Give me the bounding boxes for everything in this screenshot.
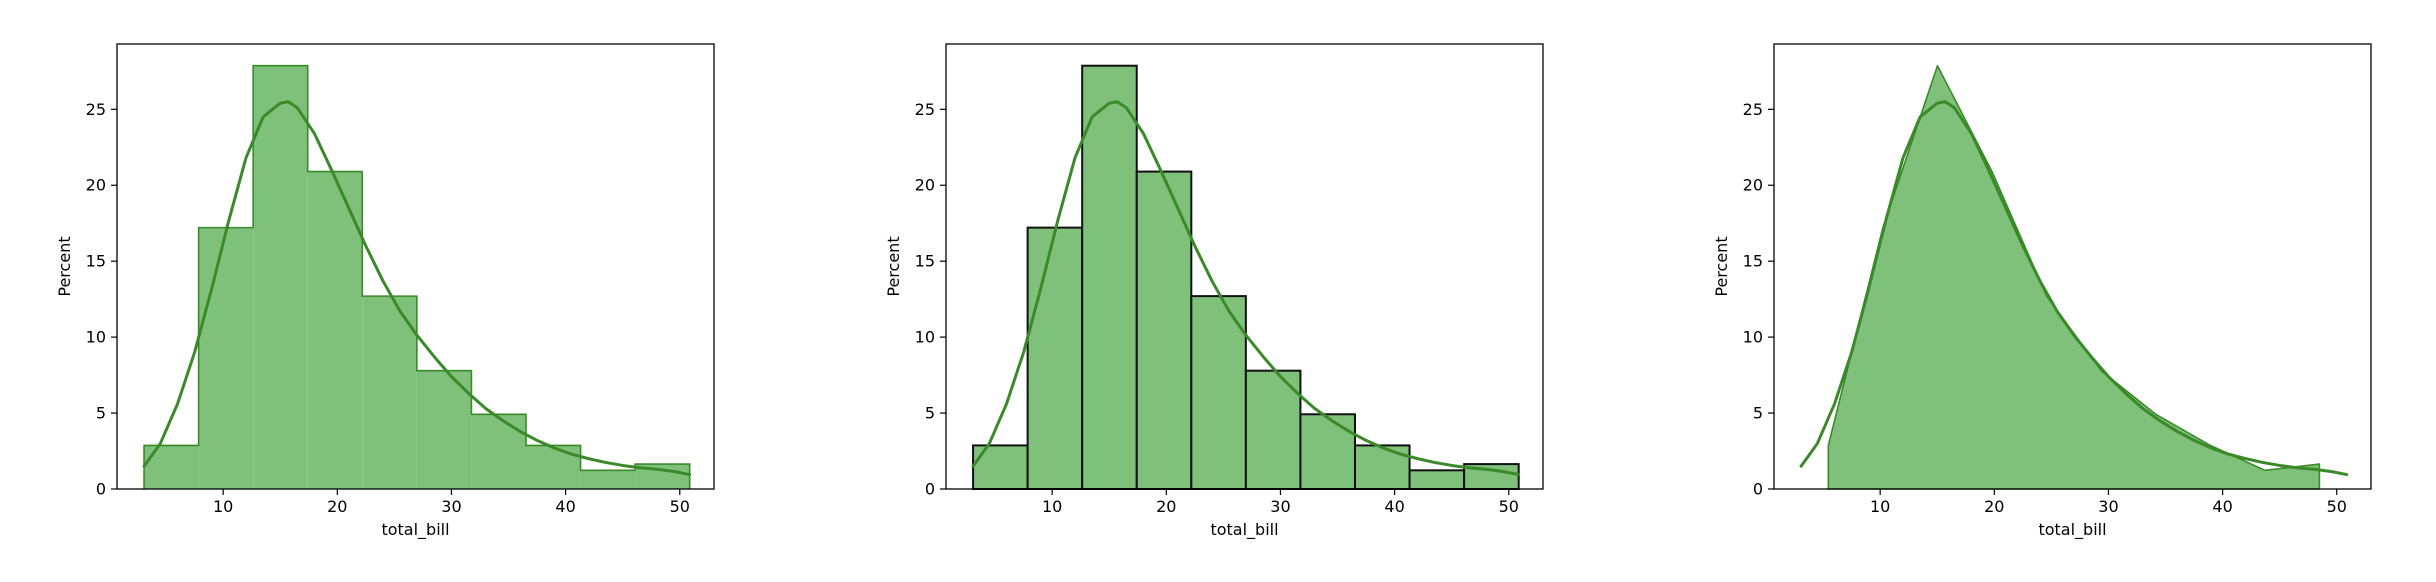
y-tick-label: 0 (925, 480, 935, 499)
y-tick-label: 25 (915, 100, 935, 119)
axes-frame (1773, 43, 2372, 490)
histogram-bar (307, 171, 363, 490)
y-tick-label: 15 (1743, 252, 1763, 271)
kde-line (1799, 100, 2349, 477)
chart-panel-2: 10 20 30 40 50 0 5 10 15 20 25 total_bill Percent (884, 43, 1544, 540)
y-tick-label: 15 (86, 252, 106, 271)
x-tick-label: 50 (1499, 497, 1519, 516)
y-tick-label: 20 (915, 176, 935, 195)
histogram-bar (1299, 413, 1356, 491)
y-tick-label: 20 (1743, 176, 1763, 195)
x-tick-label: 50 (670, 497, 690, 516)
histogram-bar (1244, 369, 1302, 490)
histogram-polygon (1827, 64, 2321, 490)
y-axis-label: Percent (55, 236, 74, 296)
y-tick-label: 15 (915, 252, 935, 271)
axes-frame (116, 43, 715, 490)
x-axis-label: total_bill (2038, 520, 2106, 540)
histogram-bar (1408, 469, 1466, 491)
x-axis-label: total_bill (1210, 520, 1278, 540)
axes-frame (945, 43, 1544, 490)
histogram-bar (471, 414, 526, 489)
x-tick-label: 40 (1384, 497, 1404, 516)
histogram-bar (1026, 226, 1084, 491)
x-tick-label: 30 (1270, 497, 1290, 516)
y-tick-label: 0 (1753, 480, 1763, 499)
y-tick-label: 0 (96, 480, 106, 499)
x-tick-label: 10 (1042, 497, 1062, 516)
x-tick-label: 10 (1870, 497, 1890, 516)
kde-line (971, 100, 1521, 477)
x-tick-label: 40 (555, 497, 575, 516)
histogram-bar (1081, 64, 1138, 490)
histogram-bar (362, 296, 417, 489)
y-tick-label: 5 (925, 404, 935, 423)
histogram-bar (253, 65, 308, 489)
histogram-bar (580, 470, 636, 489)
y-tick-label: 20 (86, 176, 106, 195)
histogram-bar (1353, 444, 1411, 490)
histogram-bar (144, 445, 199, 489)
y-tick-label: 10 (1743, 328, 1763, 347)
y-tick-label: 10 (915, 328, 935, 347)
x-tick-label: 20 (1156, 497, 1176, 516)
y-tick-label: 10 (86, 328, 106, 347)
x-axis-label: total_bill (381, 520, 449, 540)
y-tick-label: 5 (96, 404, 106, 423)
chart-panel-1: 10 20 30 40 50 0 5 10 15 20 25 total_bill Percent (55, 43, 715, 540)
x-tick-label: 20 (1984, 497, 2004, 516)
histogram-bar (525, 445, 581, 489)
x-tick-label: 30 (441, 497, 461, 516)
y-tick-label: 5 (1753, 404, 1763, 423)
x-tick-label: 50 (2327, 497, 2347, 516)
x-tick-label: 10 (213, 497, 233, 516)
y-axis-label: Percent (1712, 236, 1731, 296)
histogram-bar (198, 227, 254, 490)
chart-panel-3: 10 20 30 40 50 0 5 10 15 20 25 total_bill Percent (1712, 43, 2372, 540)
x-tick-label: 20 (327, 497, 347, 516)
x-tick-label: 40 (2212, 497, 2232, 516)
y-axis-label: Percent (884, 236, 903, 296)
kde-line (142, 100, 692, 477)
y-tick-label: 25 (86, 100, 106, 119)
histogram-bar (972, 444, 1029, 490)
x-tick-label: 30 (2098, 497, 2118, 516)
y-tick-label: 25 (1743, 100, 1763, 119)
histogram-bar (416, 370, 472, 489)
